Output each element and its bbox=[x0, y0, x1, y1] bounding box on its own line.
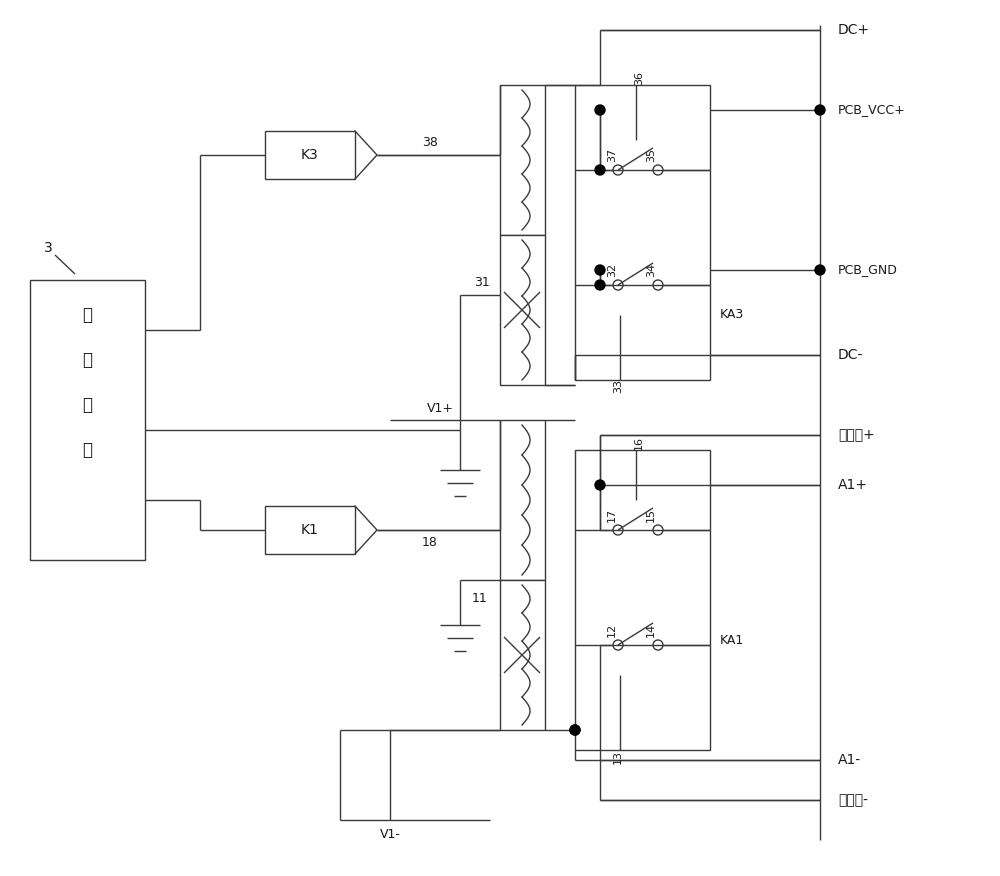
Text: V1+: V1+ bbox=[426, 401, 454, 414]
Circle shape bbox=[595, 480, 605, 490]
FancyBboxPatch shape bbox=[265, 131, 355, 179]
Circle shape bbox=[595, 280, 605, 290]
Text: 12: 12 bbox=[607, 623, 617, 637]
Text: DC+: DC+ bbox=[838, 23, 870, 37]
Text: A1+: A1+ bbox=[838, 478, 868, 492]
Text: 黑表笔-: 黑表笔- bbox=[838, 793, 868, 807]
Text: 17: 17 bbox=[607, 508, 617, 522]
Text: 14: 14 bbox=[646, 623, 656, 637]
Text: 块: 块 bbox=[82, 441, 92, 459]
Text: PCB_VCC+: PCB_VCC+ bbox=[838, 103, 906, 117]
Text: 3: 3 bbox=[44, 241, 52, 255]
Text: 32: 32 bbox=[607, 263, 617, 277]
Text: DC-: DC- bbox=[838, 348, 863, 362]
Text: 红表笔+: 红表笔+ bbox=[838, 428, 875, 442]
Text: 控: 控 bbox=[82, 306, 92, 324]
FancyBboxPatch shape bbox=[500, 235, 545, 385]
Text: 11: 11 bbox=[472, 591, 488, 604]
Circle shape bbox=[595, 165, 605, 175]
Text: 36: 36 bbox=[634, 71, 644, 85]
FancyBboxPatch shape bbox=[265, 506, 355, 554]
Text: V1-: V1- bbox=[380, 829, 400, 842]
Circle shape bbox=[570, 725, 580, 735]
Text: 16: 16 bbox=[634, 436, 644, 450]
FancyBboxPatch shape bbox=[575, 450, 710, 750]
Text: 38: 38 bbox=[422, 137, 438, 150]
FancyBboxPatch shape bbox=[30, 280, 145, 560]
FancyBboxPatch shape bbox=[500, 420, 545, 580]
Text: KA1: KA1 bbox=[720, 633, 744, 646]
Text: 35: 35 bbox=[646, 148, 656, 162]
FancyBboxPatch shape bbox=[500, 85, 545, 235]
Text: 37: 37 bbox=[607, 148, 617, 162]
Circle shape bbox=[815, 105, 825, 115]
Circle shape bbox=[595, 105, 605, 115]
Text: 模: 模 bbox=[82, 396, 92, 414]
Text: 15: 15 bbox=[646, 508, 656, 522]
Text: 34: 34 bbox=[646, 263, 656, 277]
FancyBboxPatch shape bbox=[575, 85, 710, 380]
Circle shape bbox=[570, 725, 580, 735]
Circle shape bbox=[595, 265, 605, 275]
Text: 31: 31 bbox=[474, 277, 490, 289]
Text: 13: 13 bbox=[613, 750, 623, 764]
Text: 33: 33 bbox=[613, 379, 623, 393]
Text: 制: 制 bbox=[82, 351, 92, 369]
Text: K1: K1 bbox=[301, 523, 319, 537]
Text: KA3: KA3 bbox=[720, 308, 744, 321]
Text: PCB_GND: PCB_GND bbox=[838, 264, 898, 277]
Text: K3: K3 bbox=[301, 148, 319, 162]
Circle shape bbox=[815, 265, 825, 275]
Text: A1-: A1- bbox=[838, 753, 861, 767]
FancyBboxPatch shape bbox=[500, 580, 545, 730]
Text: 18: 18 bbox=[422, 536, 438, 549]
